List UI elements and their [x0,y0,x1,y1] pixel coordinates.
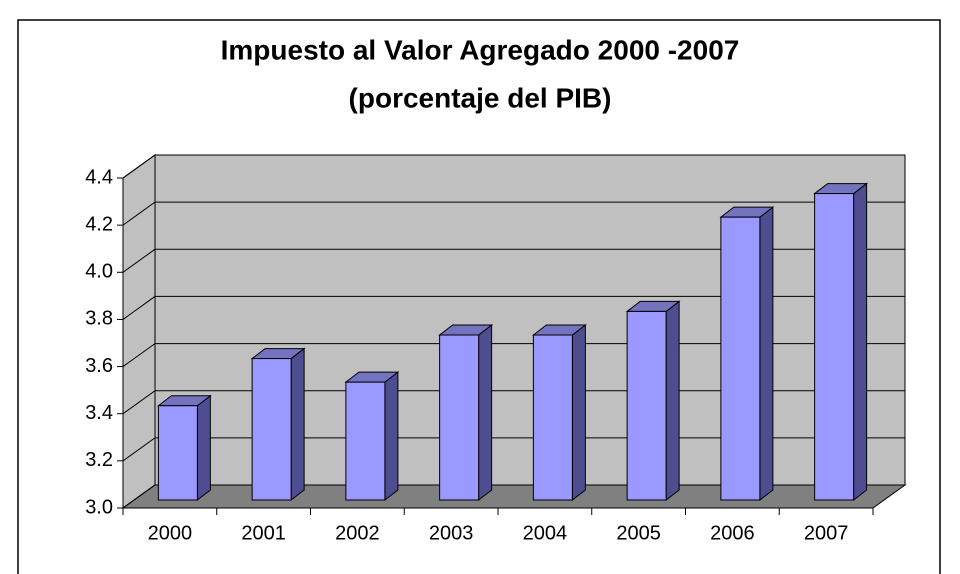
bar [345,381,386,501]
y-tick-label: 4.0 [85,261,113,283]
chart-title: Impuesto al Valor Agregado 2000 -2007 [221,34,740,65]
x-tick-label: 2002 [335,522,380,544]
side-wall [122,154,156,509]
grid-line [122,295,905,320]
y-tick-label: 4.2 [85,213,113,235]
grid-line [122,248,905,273]
bar [532,334,573,501]
chart-subtitle: (porcentaje del PIB) [349,82,612,113]
y-tick-label: 3.4 [85,402,113,424]
bar [720,216,761,501]
x-tick-label: 2001 [241,522,286,544]
x-tick-label: 2007 [804,522,849,544]
bar [626,310,667,501]
bar [157,405,198,501]
grid-line [122,154,905,179]
y-tick-label: 4.4 [85,166,113,188]
y-tick-label: 3.2 [85,449,113,471]
bar-side [853,182,868,502]
bar-side [290,347,305,502]
grid-line [122,201,905,226]
bar-side [384,371,399,502]
x-tick-label: 2003 [429,522,474,544]
bar-side [478,323,493,502]
y-tick-label: 3.8 [85,308,113,330]
x-tick-label: 2004 [523,522,568,544]
bar [251,358,292,501]
bar-side [196,394,211,502]
x-tick-label: 2000 [148,522,193,544]
y-tick-label: 3.0 [85,496,113,518]
bar-side [665,300,680,502]
floor [121,484,907,509]
bar-side [759,206,774,502]
y-tick-label: 3.6 [85,355,113,377]
bar [814,193,855,501]
bar [439,334,480,501]
x-tick-label: 2005 [616,522,661,544]
x-tick-label: 2006 [710,522,755,544]
bar-side [571,323,586,502]
